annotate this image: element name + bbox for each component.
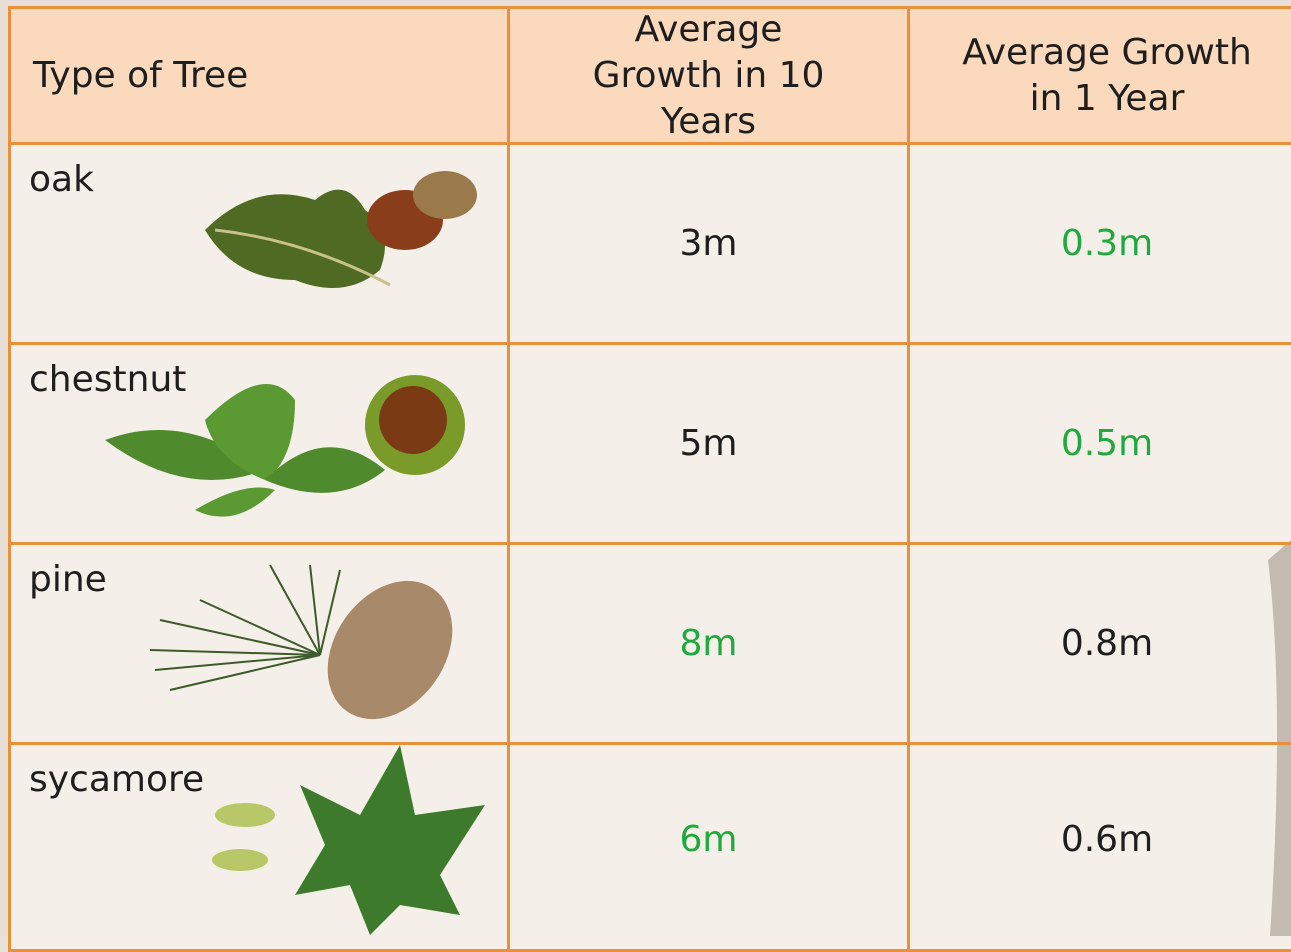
growth-10: 6m [507, 742, 910, 952]
oak-picture [195, 160, 495, 320]
growth-1: 0.5m [907, 342, 1291, 545]
growth-10: 8m [507, 542, 910, 745]
growth-1: 0.8m [907, 542, 1291, 745]
page: {"table": { "header": ["Type of Tree", "… [0, 0, 1291, 936]
chestnut-picture [95, 360, 485, 540]
header-cell: Average Growth in 1 Year [907, 6, 1291, 145]
growth-10: 5m [507, 342, 910, 545]
pine-picture [140, 560, 470, 730]
header-cell: Type of Tree [8, 6, 510, 145]
sycamore-picture [200, 745, 500, 935]
growth-10: 3m [507, 142, 910, 345]
growth-1: 0.3m [907, 142, 1291, 345]
growth-1: 0.6m [907, 742, 1291, 952]
header-cell: Average Growth in 10 Years [507, 6, 910, 145]
